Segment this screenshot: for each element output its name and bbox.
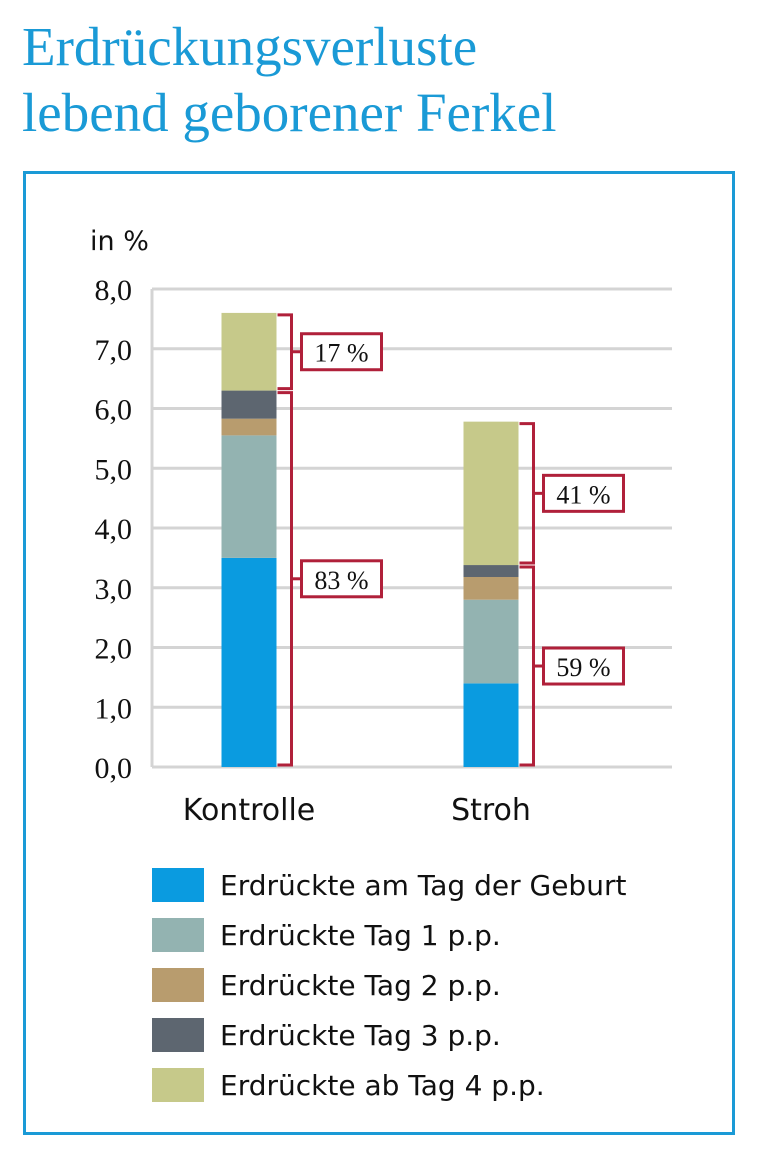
- chart-legend: Erdrückte am Tag der Geburt Erdrückte Tag…: [152, 860, 712, 1110]
- share-label: 41 %: [556, 480, 610, 509]
- share-label: 83 %: [314, 566, 368, 595]
- bracket: [277, 313, 293, 391]
- legend-swatch: [152, 868, 204, 902]
- share-label-box: [300, 559, 383, 599]
- y-tick-label: 7,0: [95, 334, 133, 367]
- legend-item: Erdrückte Tag 2 p.p.: [152, 960, 712, 1010]
- legend-item: Erdrückte Tag 1 p.p.: [152, 910, 712, 960]
- share-label-box: [300, 332, 383, 372]
- y-tick-label: 3,0: [95, 573, 133, 606]
- share-label: 17 %: [314, 339, 368, 368]
- bar-segment: [221, 418, 277, 436]
- x-category-label: Kontrolle: [183, 793, 315, 828]
- bracket: [277, 391, 293, 767]
- legend-swatch: [152, 1068, 204, 1102]
- y-tick-label: 2,0: [95, 633, 133, 666]
- legend-label: Erdrückte Tag 1 p.p.: [220, 918, 501, 952]
- legend-item: Erdrückte ab Tag 4 p.p.: [152, 1060, 712, 1110]
- bar-segment: [221, 557, 277, 767]
- legend-swatch: [152, 1018, 204, 1052]
- bar-segment: [463, 421, 519, 566]
- y-tick-label: 1,0: [95, 692, 133, 725]
- bracket: [519, 422, 535, 565]
- bar-segment: [221, 312, 277, 391]
- legend-item: Erdrückte am Tag der Geburt: [152, 860, 712, 910]
- chart-title-line-1: Erdrückungsverluste: [22, 16, 478, 77]
- bar-segment: [463, 565, 519, 577]
- y-unit-label: in %: [90, 226, 149, 257]
- x-category-label: Stroh: [451, 793, 531, 828]
- bar-segment: [463, 576, 519, 600]
- bar-segment: [221, 435, 277, 558]
- bar-segment: [221, 390, 277, 419]
- legend-label: Erdrückte am Tag der Geburt: [220, 868, 627, 902]
- legend-swatch: [152, 918, 204, 952]
- bar-segment: [463, 599, 519, 684]
- y-tick-label: 8,0: [95, 274, 133, 307]
- y-tick-label: 6,0: [95, 394, 133, 427]
- chart-title-line-2: lebend geborener Ferkel: [22, 82, 557, 143]
- share-label-box: [542, 646, 625, 686]
- legend-swatch: [152, 968, 204, 1002]
- y-tick-label: 4,0: [95, 513, 133, 546]
- legend-label: Erdrückte Tag 2 p.p.: [220, 968, 501, 1002]
- legend-item: Erdrückte Tag 3 p.p.: [152, 1010, 712, 1060]
- chart-title: Erdrückungsverluste lebend geborener Fer…: [22, 14, 752, 146]
- bracket: [519, 565, 535, 767]
- bar-segment: [463, 683, 519, 767]
- legend-label: Erdrückte Tag 3 p.p.: [220, 1018, 501, 1052]
- y-tick-label: 5,0: [95, 453, 133, 486]
- chart-frame: [23, 171, 735, 1135]
- share-label: 59 %: [556, 653, 610, 682]
- share-label-box: [542, 473, 625, 513]
- legend-label: Erdrückte ab Tag 4 p.p.: [220, 1068, 545, 1102]
- y-tick-label: 0,0: [95, 752, 133, 785]
